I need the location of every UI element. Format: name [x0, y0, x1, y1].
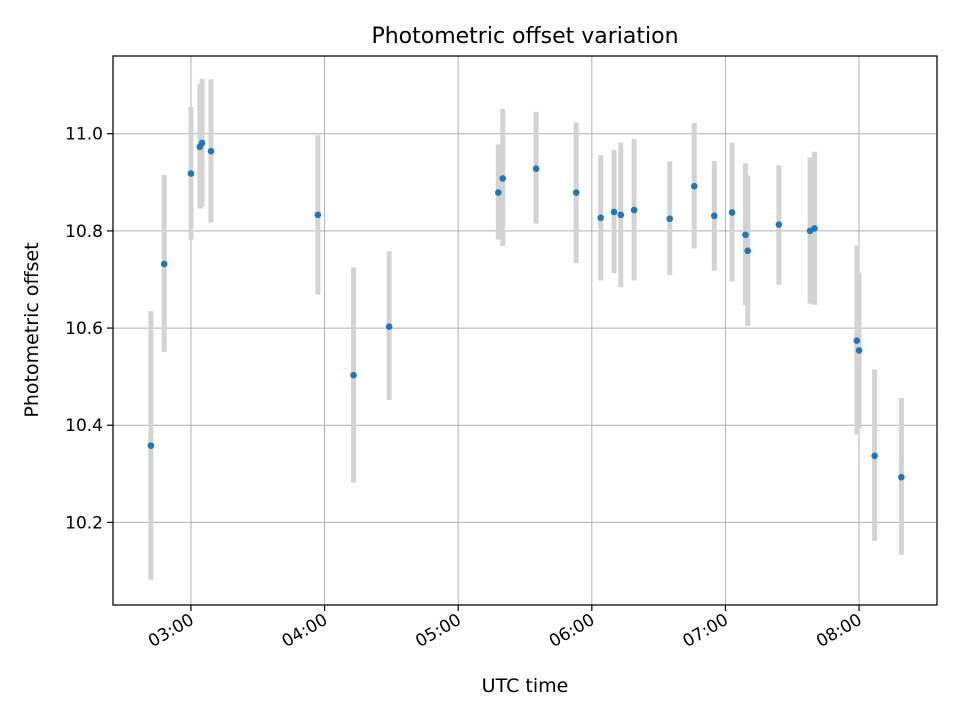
data-point	[855, 347, 863, 354]
data-point	[710, 212, 718, 220]
data-point	[853, 337, 861, 345]
y-tick-label: 10.4	[65, 416, 103, 436]
data-points	[147, 139, 905, 481]
y-tick-label: 10.2	[65, 513, 103, 533]
data-point	[744, 247, 752, 255]
data-point	[775, 221, 783, 228]
data-point	[160, 260, 168, 268]
y-tick-label: 11.0	[65, 125, 103, 145]
data-point	[147, 442, 155, 449]
data-point	[350, 371, 357, 379]
data-point	[385, 323, 393, 330]
data-point	[742, 231, 749, 239]
data-point	[198, 139, 206, 147]
y-tick-label: 10.8	[65, 222, 103, 242]
data-point	[630, 206, 638, 214]
data-point	[207, 147, 215, 155]
data-point	[597, 214, 605, 222]
data-point	[610, 208, 618, 216]
data-point	[499, 175, 507, 182]
y-axis-ticks: 10.2 10.4 10.6 10.8 11.0	[65, 125, 113, 533]
plot-frame	[112, 55, 938, 606]
data-point	[690, 182, 698, 190]
data-point	[572, 189, 580, 196]
data-point	[494, 189, 502, 196]
y-axis-label: Photometric offset	[21, 242, 43, 417]
data-point	[666, 215, 674, 223]
chart-title: Photometric offset variation	[371, 24, 678, 49]
data-point	[532, 165, 540, 173]
data-point	[728, 209, 736, 216]
x-axis-label: UTC time	[482, 675, 569, 697]
y-tick-label: 10.6	[65, 319, 103, 339]
data-point	[898, 473, 905, 481]
data-point	[617, 211, 625, 219]
data-point	[187, 170, 195, 177]
data-point	[811, 225, 818, 232]
data-point	[314, 211, 322, 219]
data-point	[871, 452, 878, 460]
